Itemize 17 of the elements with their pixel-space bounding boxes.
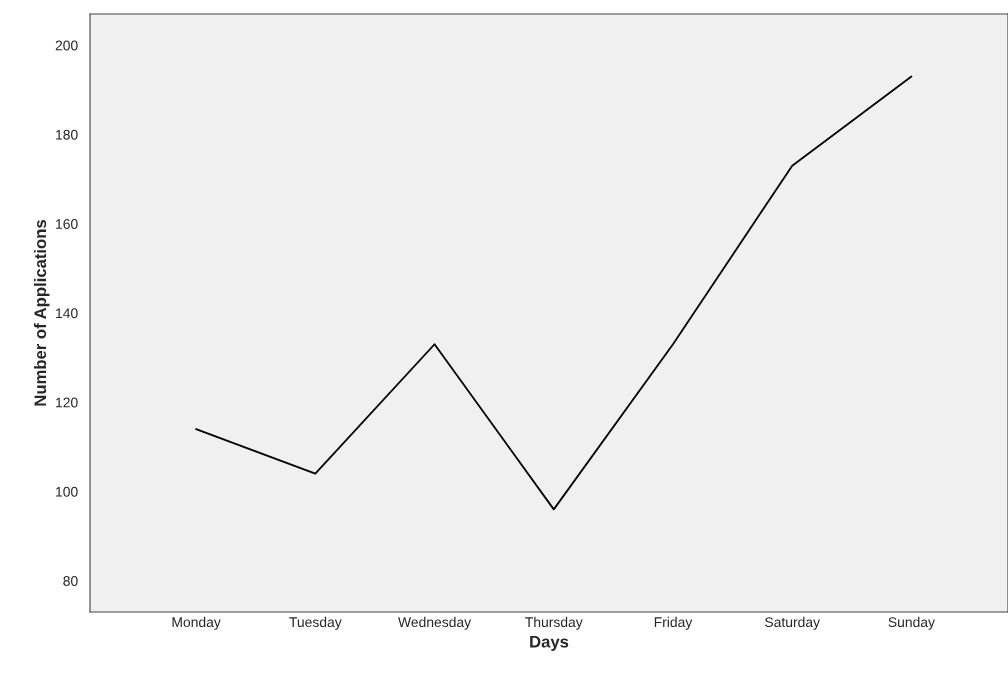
x-tick-label: Thursday [525,616,583,630]
y-tick-label: 120 [56,397,78,408]
y-axis-title: Number of Applications [33,220,50,406]
y-tick-label: 180 [56,129,78,140]
line-series [195,75,913,511]
y-tick-label: 140 [56,308,78,319]
x-tick-label: Saturday [765,616,820,630]
y-tick-label: 160 [56,219,78,229]
x-tick-label: Tuesday [289,616,342,630]
x-tick-label: Sunday [888,616,935,630]
y-tick-label: 200 [55,40,78,51]
y-tick-label: 100 [56,486,78,497]
x-tick-label: Friday [654,616,693,630]
y-tick-label: 80 [63,576,78,586]
x-tick-label: Monday [172,616,221,630]
x-tick-label: Wednesday [398,616,472,630]
x-axis-title: Days [530,635,569,651]
